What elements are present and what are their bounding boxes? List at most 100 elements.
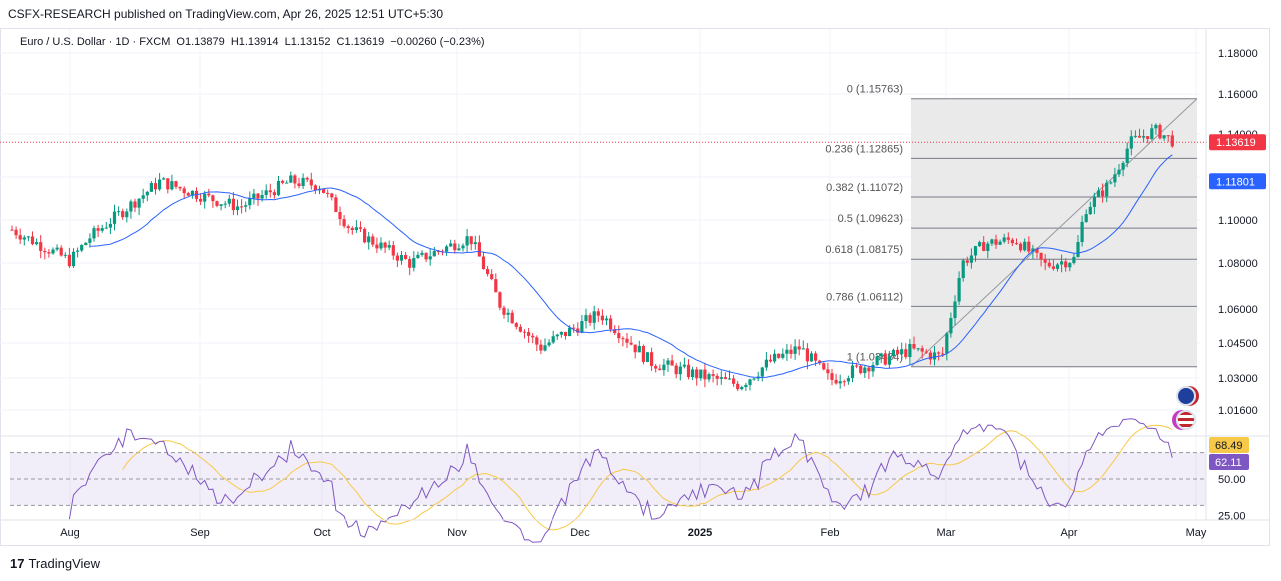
candle-body — [932, 352, 937, 360]
candle-body — [1072, 256, 1076, 264]
candle-body — [55, 247, 59, 250]
candle-body — [686, 364, 691, 377]
candle-body — [149, 183, 153, 192]
rsi-value-badge — [1209, 454, 1249, 470]
candle-body — [670, 360, 674, 366]
time-axis-label: Oct — [313, 527, 330, 539]
candle-body — [1014, 243, 1019, 245]
last-price-badge — [1209, 134, 1266, 151]
rsi-tick-label: 25.00 — [1218, 510, 1246, 522]
candle-body — [43, 250, 47, 253]
time-axis-label: Nov — [447, 527, 467, 539]
candle-body — [551, 336, 555, 343]
candle-body — [723, 377, 727, 379]
candle-body — [834, 379, 838, 384]
candle-body — [199, 198, 203, 202]
candle-body — [153, 183, 158, 190]
candle-body — [1146, 136, 1150, 139]
candle-body — [518, 326, 522, 332]
candle-body — [588, 315, 592, 323]
candle-body — [264, 190, 268, 195]
price-tick-label: 1.08000 — [1218, 258, 1258, 270]
candle-body — [1101, 190, 1105, 197]
candle-body — [1043, 259, 1047, 263]
ohlc-change: −0.00260 (−0.23%) — [390, 36, 485, 48]
candle-body — [625, 338, 629, 343]
candle-body — [1150, 128, 1154, 139]
candle-body — [715, 375, 719, 379]
candle-body — [1027, 241, 1031, 252]
candle-body — [617, 333, 621, 339]
candle-body — [1137, 135, 1142, 138]
candle-body — [916, 348, 920, 350]
candle-body — [850, 365, 855, 379]
tradingview-logo-icon[interactable]: 17 — [10, 556, 25, 571]
candle-body — [867, 367, 871, 372]
candle-body — [1142, 136, 1146, 138]
candle-body — [826, 369, 830, 374]
candle-body — [732, 378, 736, 384]
candle-body — [1088, 206, 1092, 215]
candle-body — [900, 349, 904, 355]
candle-body — [928, 352, 932, 360]
candle-body — [805, 348, 809, 362]
candle-body — [297, 183, 301, 187]
symbol-name[interactable]: Euro / U.S. Dollar · 1D · FXCM — [20, 36, 171, 48]
candle-body — [244, 205, 248, 207]
candle-body — [494, 279, 498, 293]
candle-body — [596, 311, 600, 316]
fib-level-label: 0.236 (1.12865) — [825, 143, 903, 155]
candle-body — [125, 211, 129, 218]
candle-body — [1031, 248, 1035, 252]
time-axis-label: Aug — [60, 527, 80, 539]
candle-body — [293, 175, 297, 184]
candle-body — [371, 236, 375, 245]
candle-body — [1035, 248, 1039, 253]
candle-body — [904, 349, 908, 358]
candle-body — [752, 378, 756, 380]
candle-body — [527, 332, 531, 336]
candle-body — [650, 352, 654, 366]
candle-body — [912, 344, 916, 349]
candle-body — [1010, 239, 1014, 244]
candle-body — [580, 321, 584, 333]
candle-body — [982, 242, 986, 251]
candle-body — [965, 260, 969, 263]
candle-body — [531, 335, 535, 338]
candle-body — [285, 182, 289, 184]
candle-body — [863, 367, 867, 374]
eu-flag-icon[interactable] — [1176, 386, 1196, 406]
price-tick-label: 1.01600 — [1218, 405, 1258, 417]
candle-body — [375, 244, 379, 249]
candle-body — [30, 236, 35, 245]
candle-body — [96, 228, 100, 231]
candle-body — [227, 198, 231, 204]
candle-body — [973, 246, 978, 256]
candle-body — [408, 259, 412, 268]
price-tick-label: 1.03000 — [1218, 373, 1258, 385]
candle-body — [547, 342, 551, 346]
candle-body — [486, 269, 490, 275]
candle-body — [35, 242, 39, 245]
candle-body — [1060, 261, 1064, 265]
time-axis-label: Sep — [190, 527, 210, 539]
candle-body — [342, 219, 346, 227]
candle-body — [219, 204, 223, 206]
candle-body — [736, 383, 740, 390]
candle-body — [428, 256, 432, 260]
price-grid — [0, 29, 1200, 520]
candle-body — [47, 252, 51, 254]
rsi-ma-badge — [1209, 437, 1249, 453]
candle-body — [559, 331, 563, 335]
candle-body — [178, 186, 182, 189]
candle-body — [637, 346, 641, 353]
candle-body — [383, 242, 387, 248]
us-flag-icon[interactable] — [1176, 410, 1196, 430]
candle-body — [1068, 263, 1072, 268]
candle-body — [67, 254, 71, 267]
candle-body — [740, 387, 744, 390]
candle-body — [744, 384, 748, 388]
candle-body — [39, 242, 43, 251]
tradingview-brand[interactable]: TradingView — [28, 556, 101, 571]
